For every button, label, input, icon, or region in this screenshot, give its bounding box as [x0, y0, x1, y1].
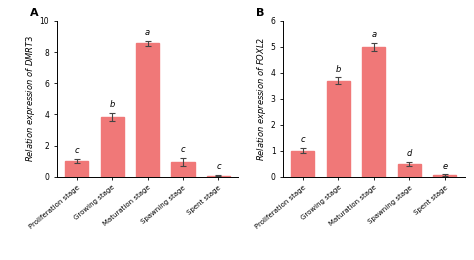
Text: c: c [181, 145, 185, 154]
Bar [398, 164, 421, 177]
Text: A: A [30, 8, 38, 18]
Text: a: a [371, 30, 376, 39]
Text: a: a [145, 28, 150, 37]
Text: B: B [256, 8, 264, 18]
Y-axis label: Relation expression of $DMRT3$: Relation expression of $DMRT3$ [24, 35, 37, 162]
Text: c: c [74, 146, 79, 155]
Text: b: b [109, 100, 115, 109]
Text: c: c [301, 135, 305, 144]
Bar [433, 175, 456, 177]
Bar [136, 43, 159, 177]
Bar [207, 176, 230, 177]
Bar [362, 47, 385, 177]
Text: b: b [336, 64, 341, 74]
Bar [327, 81, 350, 177]
Text: e: e [442, 161, 447, 171]
Bar [65, 161, 88, 177]
Bar [292, 151, 314, 177]
Bar [172, 162, 194, 177]
Text: d: d [407, 149, 412, 158]
Text: c: c [216, 162, 221, 171]
Y-axis label: Relation expression of $FOXL2$: Relation expression of $FOXL2$ [255, 37, 268, 161]
Bar [100, 117, 124, 177]
